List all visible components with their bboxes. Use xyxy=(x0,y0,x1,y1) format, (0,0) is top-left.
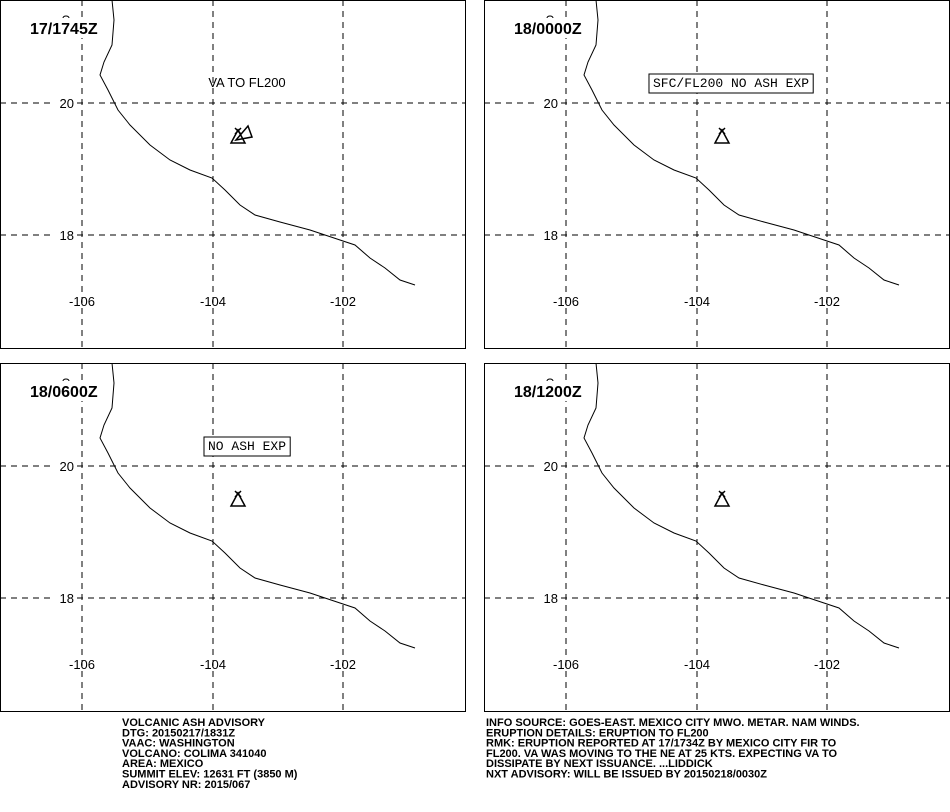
map-panel: 20 18 -106 -104 -102 18/0600Z NO ASH EXP xyxy=(0,362,466,712)
label-bg xyxy=(512,18,592,38)
panel-border xyxy=(484,0,950,349)
advisory-line: DISSIPATE BY NEXT ISSUANCE. ...LIDDICK xyxy=(486,758,713,770)
volcano-symbol xyxy=(229,128,247,144)
label-bg xyxy=(512,381,592,401)
lat-label: 20 xyxy=(60,459,74,474)
label-bg xyxy=(536,95,560,111)
lon-label: -106 xyxy=(69,294,95,309)
ash-area xyxy=(234,124,254,142)
coastline xyxy=(99,0,416,286)
note-box xyxy=(203,436,291,457)
lat-label: 18 xyxy=(60,228,74,243)
advisory-line: INFO SOURCE: GOES-EAST. MEXICO CITY MWO.… xyxy=(486,717,860,729)
coastline xyxy=(99,362,416,649)
lat-label: 18 xyxy=(60,591,74,606)
advisory-line: NXT ADVISORY: WILL BE ISSUED BY 20150218… xyxy=(486,769,767,781)
lon-label: -106 xyxy=(69,657,95,672)
lon-label: -102 xyxy=(814,294,840,309)
lon-label: -104 xyxy=(200,657,226,672)
panel-border xyxy=(484,363,950,712)
advisory-line: RMK: ERUPTION REPORTED AT 17/1734Z BY ME… xyxy=(486,738,837,750)
map-panel: 20 18 -106 -104 -102 17/1745Z VA TO FL200 xyxy=(0,0,466,349)
lat-label: 20 xyxy=(60,96,74,111)
label-bg xyxy=(52,95,76,111)
coastline xyxy=(583,0,900,286)
volcano-vent xyxy=(234,490,242,498)
map-panel: 20 18 -106 -104 -102 18/1200Z xyxy=(484,362,950,712)
label-bg xyxy=(28,18,108,38)
lat-label: 18 xyxy=(544,591,558,606)
panel-border xyxy=(0,0,466,349)
lon-label: -102 xyxy=(330,657,356,672)
volcano-vent xyxy=(718,490,726,498)
advisory-note: VA TO FL200 xyxy=(208,75,285,90)
lat-label: 18 xyxy=(544,228,558,243)
map-panel: 20 18 -106 -104 -102 18/0000Z SFC/FL200 NO ASH… xyxy=(484,0,950,349)
valid-time: 18/0000Z xyxy=(514,21,582,38)
advisory-line: DTG: 20150217/1831Z xyxy=(122,727,235,739)
advisory-line: ERUPTION DETAILS: ERUPTION TO FL200 xyxy=(486,727,709,739)
volcano-vent xyxy=(234,127,242,135)
volcano-symbol xyxy=(713,128,731,144)
advisory-line: FL200. VA WAS MOVING TO THE NE AT 25 KTS… xyxy=(486,748,837,760)
volcano-symbol xyxy=(229,491,247,507)
lon-label: -104 xyxy=(200,294,226,309)
label-bg xyxy=(52,227,76,243)
lat-label: 20 xyxy=(544,459,558,474)
label-bg xyxy=(52,458,76,474)
lon-label: -106 xyxy=(553,294,579,309)
panel-border xyxy=(0,363,466,712)
volcano-vent xyxy=(718,127,726,135)
advisory-line: AREA: MEXICO xyxy=(122,758,204,770)
label-bg xyxy=(28,381,108,401)
valid-time: 17/1745Z xyxy=(30,21,98,38)
coastline xyxy=(583,362,900,649)
advisory-line: SUMMIT ELEV: 12631 FT (3850 M) xyxy=(122,769,298,781)
advisory-line: VAAC: WASHINGTON xyxy=(122,738,235,750)
valid-time: 18/0600Z xyxy=(30,384,98,401)
lon-label: -102 xyxy=(330,294,356,309)
advisory-note: NO ASH EXP xyxy=(208,439,286,454)
lon-label: -102 xyxy=(814,657,840,672)
valid-time: 18/1200Z xyxy=(514,384,582,401)
lon-label: -104 xyxy=(684,657,710,672)
lon-label: -104 xyxy=(684,294,710,309)
advisory-note: SFC/FL200 NO ASH EXP xyxy=(653,76,809,91)
label-bg xyxy=(536,458,560,474)
volcano-symbol xyxy=(713,491,731,507)
lat-label: 20 xyxy=(544,96,558,111)
label-bg xyxy=(536,590,560,606)
advisory-line: ADVISORY NR: 2015/067 xyxy=(122,779,250,791)
note-box xyxy=(648,73,814,94)
advisory-line: VOLCANIC ASH ADVISORY xyxy=(122,717,266,729)
lon-label: -106 xyxy=(553,657,579,672)
advisory-line: VOLCANO: COLIMA 341040 xyxy=(122,748,266,760)
label-bg xyxy=(536,227,560,243)
label-bg xyxy=(52,590,76,606)
